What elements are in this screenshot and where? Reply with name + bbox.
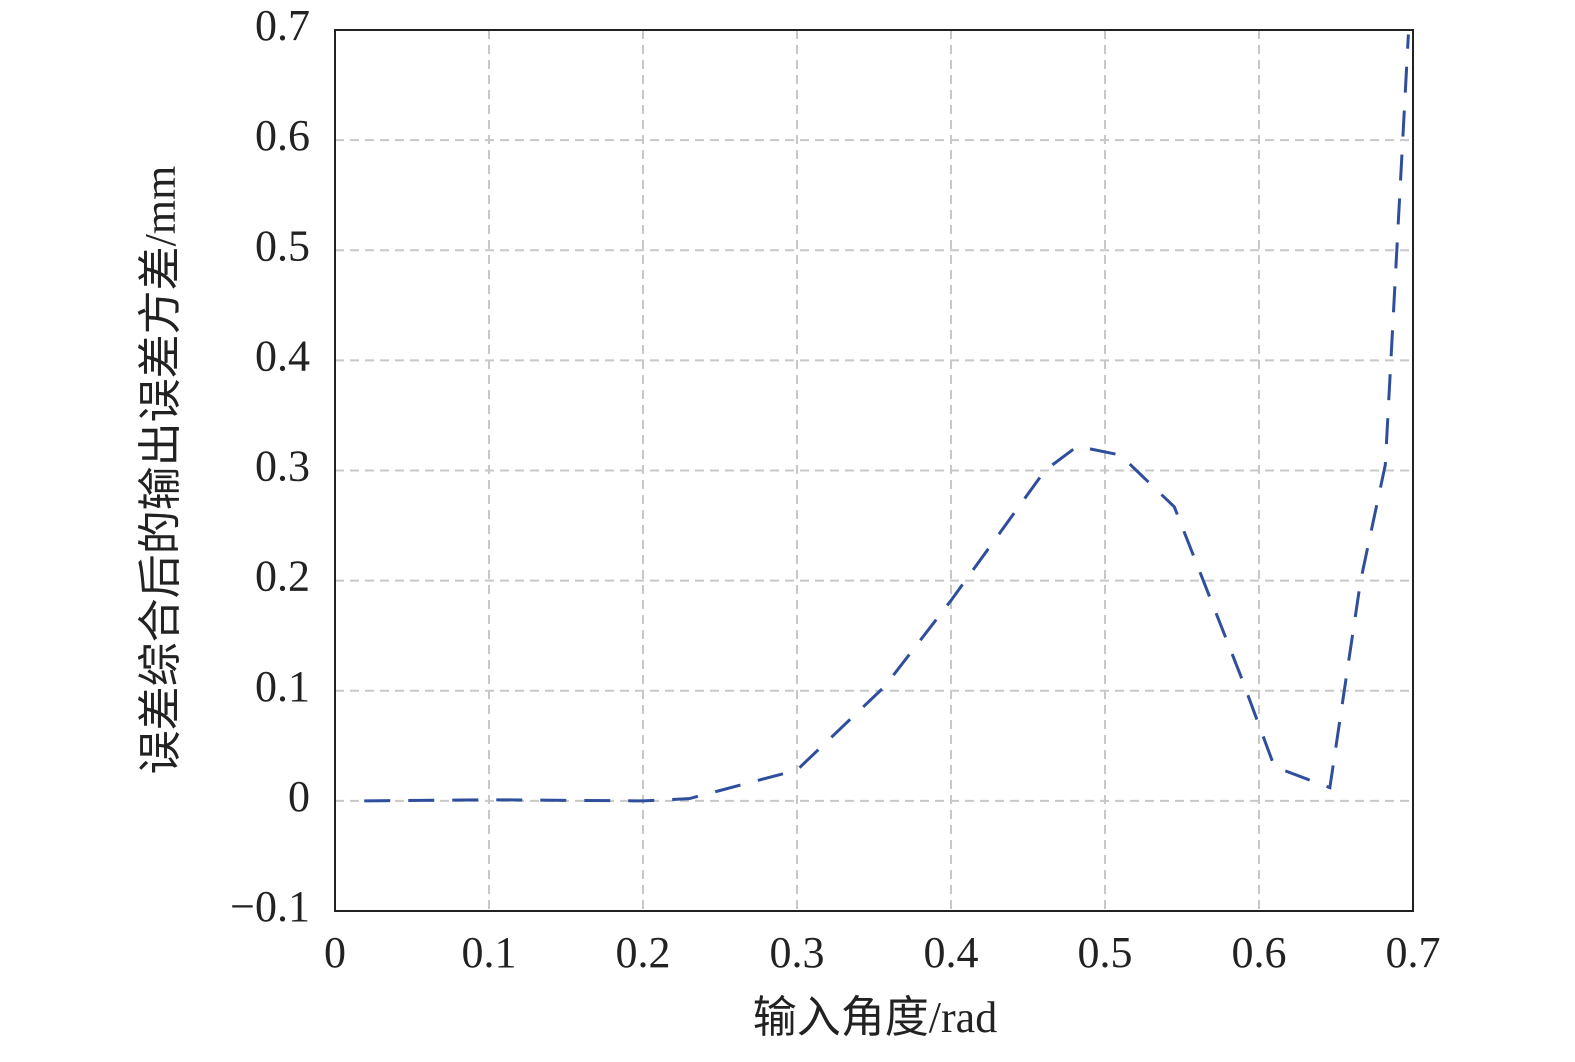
x-tick-label: 0.3 xyxy=(770,928,825,977)
x-tick-label: 0.4 xyxy=(924,928,979,977)
y-tick-label: 0.6 xyxy=(255,111,310,160)
x-tick-label: 0.5 xyxy=(1078,928,1133,977)
y-tick-label: 0.7 xyxy=(255,1,310,50)
x-tick-label: 0 xyxy=(324,928,346,977)
y-tick-label: 0.1 xyxy=(255,662,310,711)
x-axis-label: 输入角度/rad xyxy=(753,993,997,1042)
plot-frame xyxy=(334,29,1414,912)
y-tick-label: 0.3 xyxy=(255,442,310,491)
data-line xyxy=(364,34,1410,803)
x-tick-label: 0.6 xyxy=(1232,928,1287,977)
x-tick-label: 0.7 xyxy=(1386,928,1441,977)
y-axis-label: 误差综合后的输出误差方差/mm xyxy=(136,166,185,775)
y-tick-label: 0.2 xyxy=(255,552,310,601)
y-tick-label: −0.1 xyxy=(230,882,310,931)
y-tick-label: 0.4 xyxy=(255,331,310,380)
y-tick-label: 0.5 xyxy=(255,221,310,270)
y-tick-label: 0 xyxy=(288,772,310,821)
x-tick-label: 0.2 xyxy=(616,928,671,977)
x-tick-label: 0.1 xyxy=(462,928,517,977)
